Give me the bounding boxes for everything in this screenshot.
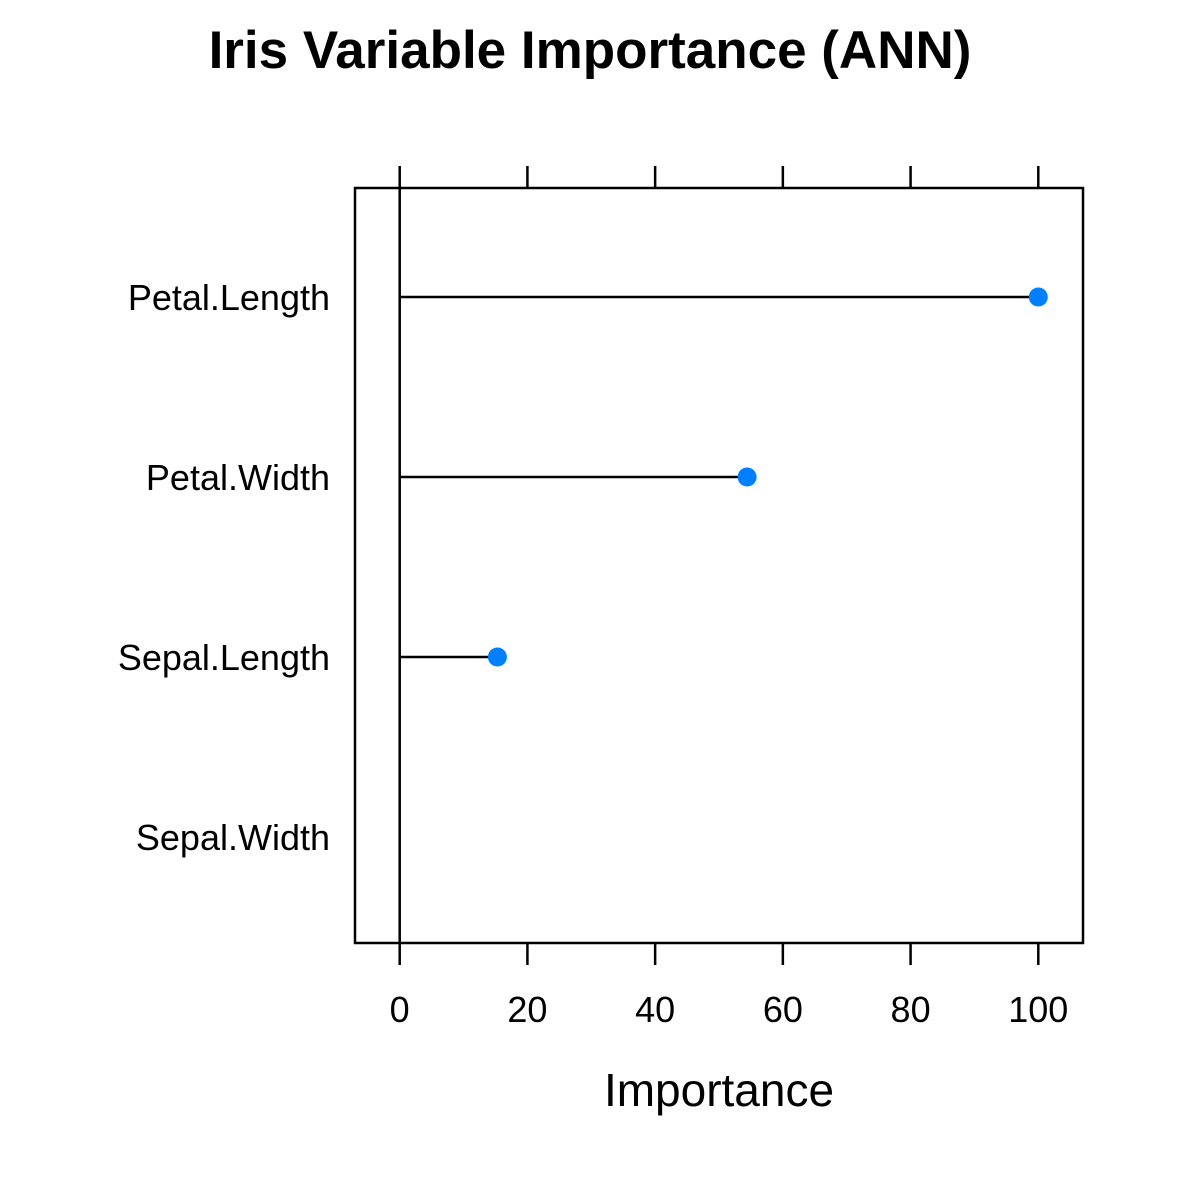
x-axis-label: Importance bbox=[604, 1064, 834, 1116]
category-label: Petal.Length bbox=[128, 277, 330, 318]
category-label: Sepal.Width bbox=[136, 817, 330, 858]
x-axis: 0 20 40 60 80 100 bbox=[390, 166, 1068, 1030]
importance-point bbox=[487, 647, 507, 667]
category-axis: Petal.Length Petal.Width Sepal.Length Sepal… bbox=[118, 277, 330, 858]
importance-point bbox=[737, 467, 757, 487]
chart-title: Iris Variable Importance (ANN) bbox=[209, 21, 972, 80]
plot-frame bbox=[353, 186, 1085, 945]
x-tick-label: 60 bbox=[763, 989, 803, 1030]
x-tick-label: 80 bbox=[891, 989, 931, 1030]
x-tick-label: 20 bbox=[507, 989, 547, 1030]
importance-point bbox=[1028, 287, 1048, 307]
category-label: Petal.Width bbox=[146, 457, 330, 498]
category-label: Sepal.Length bbox=[118, 637, 330, 678]
chart-marks bbox=[398, 188, 1048, 943]
x-tick-label: 0 bbox=[390, 989, 410, 1030]
x-tick-label: 100 bbox=[1008, 989, 1068, 1030]
x-tick-label: 40 bbox=[635, 989, 675, 1030]
